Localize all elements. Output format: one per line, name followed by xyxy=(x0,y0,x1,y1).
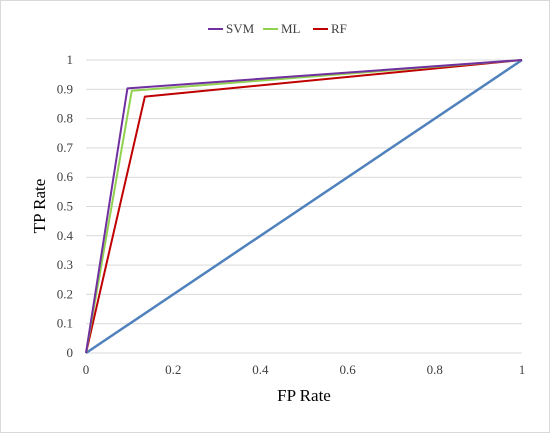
series-line-svm xyxy=(85,59,523,354)
x-tick-label: 0.4 xyxy=(252,362,269,377)
y-tick-label: 0 xyxy=(67,345,74,360)
y-tick-label: 0.1 xyxy=(57,316,73,331)
x-tick-label: 0 xyxy=(83,362,90,377)
legend-label-rf: RF xyxy=(331,21,347,36)
legend-label-ml: ML xyxy=(281,21,301,36)
y-tick-label: 0.9 xyxy=(57,81,73,96)
y-tick-label: 0.5 xyxy=(57,199,73,214)
legend: SVM ML RF xyxy=(208,21,347,36)
x-tick-label: 0.6 xyxy=(339,362,356,377)
x-axis-title: FP Rate xyxy=(277,386,331,405)
reference-diagonal-line xyxy=(85,58,523,355)
y-tick-label: 0.6 xyxy=(57,169,74,184)
x-tick-labels: 0 0.2 0.4 0.6 0.8 1 xyxy=(83,362,526,377)
y-tick-label: 0.7 xyxy=(57,140,74,155)
y-tick-label: 0.2 xyxy=(57,286,73,301)
y-tick-labels: 0 0.1 0.2 0.3 0.4 0.5 0.6 0.7 0.8 0.9 1 xyxy=(57,52,74,360)
x-tick-label: 1 xyxy=(519,362,526,377)
y-tick-label: 1 xyxy=(67,52,74,67)
series-line-rf xyxy=(85,59,523,354)
reference-line-group xyxy=(85,58,523,355)
y-tick-label: 0.4 xyxy=(57,228,74,243)
y-axis-title: TP Rate xyxy=(30,179,49,234)
y-tick-label: 0.8 xyxy=(57,111,73,126)
series-group xyxy=(85,59,523,354)
legend-label-svm: SVM xyxy=(226,21,255,36)
x-tick-label: 0.2 xyxy=(165,362,181,377)
x-tick-label: 0.8 xyxy=(427,362,443,377)
y-tick-label: 0.3 xyxy=(57,257,73,272)
